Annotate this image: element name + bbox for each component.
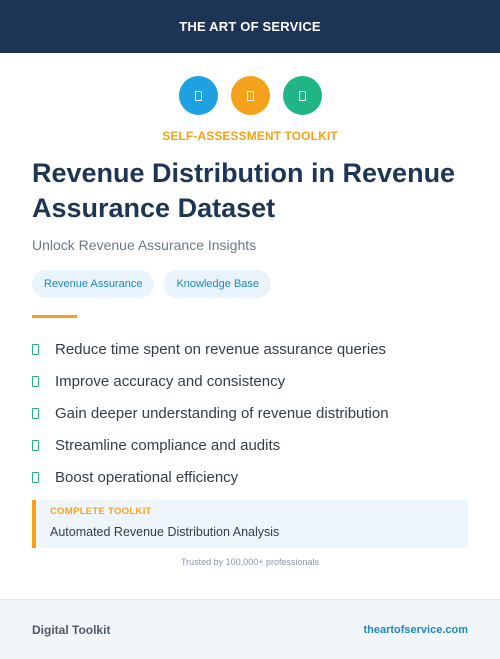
list-item: Gain deeper understanding of revenue dis… (32, 397, 472, 429)
benefit-list: Reduce time spent on revenue assurance q… (32, 333, 472, 493)
accent-divider (32, 315, 77, 318)
list-item: Improve accuracy and consistency (32, 365, 472, 397)
callout-text: Automated Revenue Distribution Analysis (50, 525, 280, 539)
subtitle: Unlock Revenue Assurance Insights (32, 237, 257, 253)
callout-label: COMPLETE TOOLKIT (50, 506, 152, 517)
tag-knowledge-base[interactable]: Knowledge Base (164, 270, 272, 298)
document-icon (298, 90, 306, 101)
icon-row (0, 76, 500, 115)
footer-bar: Digital Toolkit theartofservice.com (0, 599, 500, 659)
list-item: Boost operational efficiency (32, 461, 472, 493)
check-icon (32, 471, 39, 483)
website-link[interactable]: theartofservice.com (363, 623, 468, 636)
toolkit-callout: COMPLETE TOOLKIT Automated Revenue Distr… (32, 500, 468, 548)
benefit-text: Gain deeper understanding of revenue dis… (55, 404, 389, 422)
document-icon (246, 90, 254, 101)
benefit-text: Reduce time spent on revenue assurance q… (55, 340, 387, 358)
document-icon (194, 90, 202, 101)
page-title: Revenue Distribution in Revenue Assuranc… (32, 158, 456, 223)
trust-note: Trusted by 100,000+ professionals (180, 557, 319, 567)
tag-revenue-assurance[interactable]: Revenue Assurance (32, 270, 155, 298)
header-bar: THE ART OF SERVICE (0, 0, 500, 53)
blue-badge (178, 76, 218, 115)
benefit-text: Streamline compliance and audits (55, 436, 281, 454)
orange-badge (230, 76, 270, 115)
benefit-text: Improve accuracy and consistency (55, 372, 286, 390)
check-icon (32, 375, 39, 387)
footer-label: Digital Toolkit (32, 622, 111, 637)
list-item: Reduce time spent on revenue assurance q… (32, 333, 472, 365)
check-icon (32, 407, 39, 419)
eyebrow-label: SELF-ASSESSMENT TOOLKIT (162, 129, 338, 143)
check-icon (32, 439, 39, 451)
check-icon (32, 343, 39, 355)
green-badge (282, 76, 322, 115)
tag-list: Revenue Assurance Knowledge Base (32, 270, 272, 298)
brand-title: THE ART OF SERVICE (179, 19, 321, 34)
benefit-text: Boost operational efficiency (55, 468, 239, 486)
list-item: Streamline compliance and audits (32, 429, 472, 461)
